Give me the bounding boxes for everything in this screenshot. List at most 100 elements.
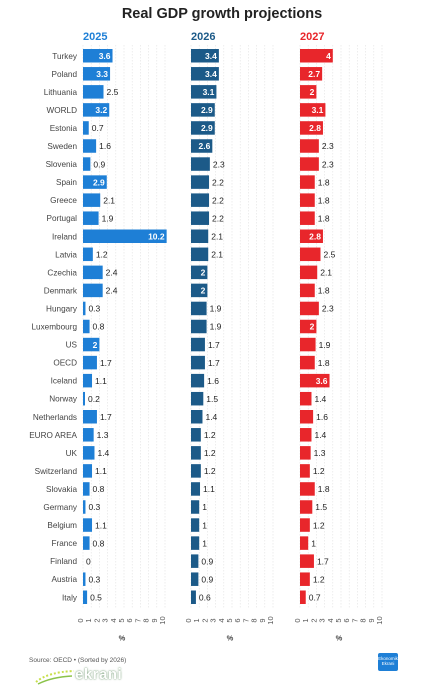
- value-label-2026: 2.1: [211, 231, 223, 241]
- value-label-2026: 1.9: [210, 322, 222, 332]
- bar-2027-latvia: [300, 247, 321, 262]
- value-label-2025: 0.3: [88, 304, 100, 314]
- bar-2027-world: [300, 103, 326, 117]
- bar-2025-norway: [83, 391, 85, 406]
- bar-2025-world: [83, 103, 110, 117]
- bar-2026-turkey: [191, 49, 219, 63]
- bar-2026-lithuania: [191, 85, 217, 99]
- value-label-2025: 2.1: [103, 195, 115, 205]
- bar-2025-greece: [83, 193, 101, 207]
- bar-2026-sweden: [191, 139, 213, 153]
- value-label-2026: 1: [202, 502, 207, 512]
- bar-2026-oecd: [191, 355, 205, 370]
- bar-2027-poland: [300, 67, 323, 81]
- value-label-2027: 3.1: [312, 105, 324, 115]
- bar-2026-portugal: [191, 211, 210, 225]
- value-label-2027: 2.3: [322, 141, 334, 151]
- tick-label: 6: [233, 618, 242, 622]
- country-label-slovakia: Slovakia: [46, 485, 77, 494]
- bar-2027-estonia: [300, 121, 323, 135]
- value-label-2025: 3.6: [99, 51, 111, 61]
- value-label-2025: 1.7: [100, 358, 112, 368]
- tick-label: 9: [258, 618, 267, 622]
- publisher-logo-text: Ekonomik Ekrani: [378, 656, 398, 666]
- bar-2026-ireland: [191, 229, 209, 243]
- bar-2025-netherlands: [83, 410, 97, 424]
- bar-2027-ireland: [300, 229, 323, 243]
- value-label-2027: 4: [326, 51, 331, 61]
- bar-2025-hungary: [83, 301, 86, 316]
- bar-2027-uk: [300, 446, 311, 460]
- value-label-2025: 0.3: [88, 502, 100, 512]
- value-label-2025: 0.2: [88, 394, 100, 404]
- value-label-2027: 1.4: [314, 430, 326, 440]
- axis-unit-label: %: [119, 634, 126, 643]
- bar-2025-oecd: [83, 355, 97, 370]
- country-label-finland: Finland: [50, 557, 77, 566]
- bar-2026-austria: [191, 572, 199, 586]
- axis-unit-label: %: [227, 634, 234, 643]
- brand-swoosh-icon: [35, 670, 75, 685]
- bar-2026-norway: [191, 391, 204, 406]
- bar-2025-slovenia: [83, 157, 91, 171]
- country-label-luxembourg: Luxembourg: [31, 323, 77, 332]
- bar-2025-portugal: [83, 211, 99, 225]
- bar-2026-belgium: [191, 518, 200, 532]
- country-label-slovenia: Slovenia: [46, 160, 78, 169]
- value-label-2025: 0: [86, 556, 91, 566]
- tick-label: 1: [301, 618, 310, 622]
- tick-label: 3: [209, 618, 218, 622]
- bar-2027-belgium: [300, 518, 310, 532]
- tick-label: 2: [92, 618, 101, 622]
- value-label-2027: 2.8: [309, 123, 321, 133]
- bar-2025-sweden: [83, 139, 97, 153]
- value-label-2025: 0.8: [93, 538, 105, 548]
- country-label-euro-area: EURO AREA: [29, 431, 77, 440]
- country-label-oecd: OECD: [53, 359, 77, 368]
- bar-2026-netherlands: [191, 410, 203, 424]
- value-label-2027: 0.7: [309, 592, 321, 602]
- bar-2025-poland: [83, 67, 111, 81]
- value-label-2027: 1.7: [317, 556, 329, 566]
- bar-2025-austria: [83, 572, 86, 586]
- value-label-2027: 2.5: [324, 250, 336, 260]
- value-label-2025: 0.5: [90, 592, 102, 602]
- value-label-2025: 0.7: [92, 123, 104, 133]
- value-label-2027: 1.5: [315, 502, 327, 512]
- bar-2026-euro-area: [191, 428, 201, 442]
- value-label-2025: 1.3: [97, 430, 109, 440]
- tick-label: 2: [200, 618, 209, 622]
- bar-2026-poland: [191, 67, 219, 81]
- country-label-greece: Greece: [50, 196, 77, 205]
- tick-label: 4: [217, 618, 226, 622]
- value-label-2025: 1.9: [102, 213, 114, 223]
- value-label-2027: 1.3: [314, 448, 326, 458]
- country-label-netherlands: Netherlands: [33, 413, 77, 422]
- value-label-2026: 1.7: [208, 358, 220, 368]
- tick-label: 10: [158, 616, 167, 624]
- country-label-lithuania: Lithuania: [44, 88, 78, 97]
- value-label-2027: 3.6: [316, 376, 328, 386]
- tick-label: 6: [342, 618, 351, 622]
- country-label-ireland: Ireland: [52, 232, 77, 241]
- bar-2027-italy: [300, 590, 306, 604]
- year-header-2026: 2026: [191, 31, 215, 43]
- value-label-2027: 2.7: [308, 69, 320, 79]
- bar-2026-finland: [191, 554, 199, 568]
- value-label-2027: 1.8: [318, 177, 330, 187]
- tick-label: 1: [84, 618, 93, 622]
- value-label-2027: 2.1: [320, 268, 332, 278]
- bar-2025-denmark: [83, 283, 103, 298]
- value-label-2027: 2.8: [309, 231, 321, 241]
- bar-2025-us: [83, 337, 100, 352]
- value-label-2027: 1.2: [313, 466, 325, 476]
- value-label-2027: 2.3: [322, 304, 334, 314]
- value-label-2025: 0.8: [93, 484, 105, 494]
- tick-label: 3: [318, 618, 327, 622]
- publisher-logo: Ekonomik Ekrani: [378, 653, 398, 671]
- country-label-austria: Austria: [52, 575, 78, 584]
- bar-2025-belgium: [83, 518, 93, 532]
- bar-2025-euro-area: [83, 428, 94, 442]
- country-label-czechia: Czechia: [47, 268, 77, 277]
- bar-2025-latvia: [83, 247, 93, 262]
